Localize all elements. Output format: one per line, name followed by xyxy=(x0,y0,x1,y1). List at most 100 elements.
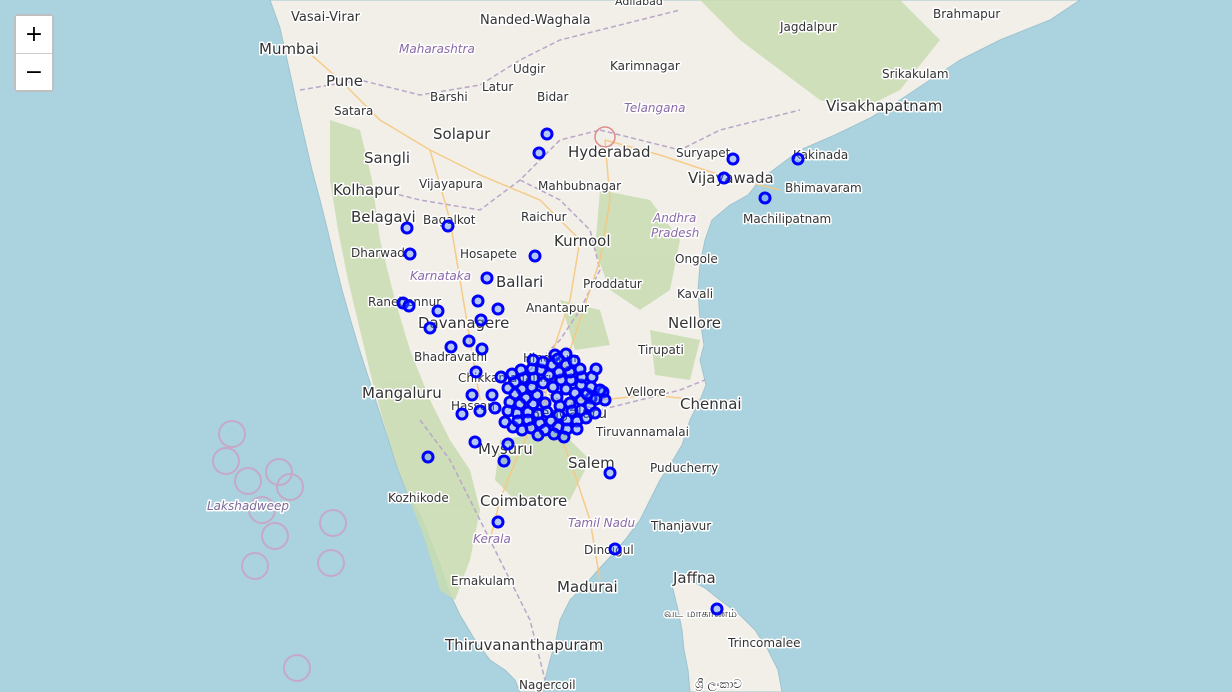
city-latur: Latur xyxy=(482,80,513,94)
city-bhimavaram: Bhimavaram xyxy=(785,181,862,195)
city-vijayawada: Vijayawada xyxy=(688,169,774,187)
map-marker[interactable] xyxy=(557,430,571,444)
map-marker[interactable] xyxy=(717,171,731,185)
map-marker[interactable] xyxy=(531,428,545,442)
map-marker[interactable] xyxy=(567,354,581,368)
map-marker[interactable] xyxy=(421,450,435,464)
map-marker[interactable] xyxy=(608,542,622,556)
map-marker[interactable] xyxy=(494,370,508,384)
map-marker[interactable] xyxy=(497,454,511,468)
city-mumbai: Mumbai xyxy=(259,40,319,58)
city-kozhikode: Kozhikode xyxy=(388,491,449,505)
map-marker[interactable] xyxy=(501,437,515,451)
zoom-control: + − xyxy=(14,14,54,92)
map-marker[interactable] xyxy=(501,381,515,395)
map-marker[interactable] xyxy=(726,152,740,166)
map-marker[interactable] xyxy=(488,401,502,415)
map-marker[interactable] xyxy=(441,219,455,233)
map-marker[interactable] xyxy=(462,334,476,348)
city-nellore: Nellore xyxy=(668,314,721,332)
city-puducherry: Puducherry xyxy=(650,461,718,475)
zoom-in-button[interactable]: + xyxy=(16,16,52,53)
map-marker[interactable] xyxy=(491,515,505,529)
map-marker[interactable] xyxy=(547,427,561,441)
map-marker[interactable] xyxy=(423,321,437,335)
city-sangli: Sangli xyxy=(364,149,410,167)
map-marker[interactable] xyxy=(585,370,599,384)
map-marker[interactable] xyxy=(480,271,494,285)
map-marker[interactable] xyxy=(402,299,416,313)
city-adilabad: Adilabad xyxy=(615,0,663,8)
city-barshi: Barshi xyxy=(430,90,468,104)
state-labels: Maharashtra Telangana Karnataka Andhra P… xyxy=(206,41,701,548)
map-marker[interactable] xyxy=(710,602,724,616)
city-trincomalee: Trincomalee xyxy=(727,636,801,650)
map-marker[interactable] xyxy=(501,404,515,418)
map-marker[interactable] xyxy=(431,304,445,318)
city-vasai-virar: Vasai-Virar xyxy=(291,10,361,25)
zoom-out-button[interactable]: − xyxy=(16,53,52,90)
city-vijayapura: Vijayapura xyxy=(419,177,483,191)
map-marker[interactable] xyxy=(791,152,805,166)
map-marker[interactable] xyxy=(588,406,602,420)
city-tiruvannamalai: Tiruvannamalai xyxy=(595,425,689,439)
map-marker[interactable] xyxy=(536,355,550,369)
map-marker[interactable] xyxy=(515,423,529,437)
map-marker[interactable] xyxy=(444,340,458,354)
city-vada-maakaanam: வட மாகாணம் xyxy=(664,607,737,620)
forest-areas xyxy=(330,0,940,600)
city-dharwad: Dharwad xyxy=(351,246,405,260)
state-label-lakshadweep: Lakshadweep xyxy=(207,499,289,513)
map-marker[interactable] xyxy=(540,127,554,141)
map-marker[interactable] xyxy=(468,435,482,449)
map-marker[interactable] xyxy=(455,407,469,421)
city-bidar: Bidar xyxy=(537,90,569,104)
city-srikakulam: Srikakulam xyxy=(882,67,949,81)
city-salem: Salem xyxy=(568,454,615,472)
map-marker[interactable] xyxy=(469,365,483,379)
map-marker[interactable] xyxy=(403,247,417,261)
city-raichur: Raichur xyxy=(521,210,567,224)
map-marker[interactable] xyxy=(593,383,607,397)
map-marker[interactable] xyxy=(551,352,565,366)
map-marker[interactable] xyxy=(400,221,414,235)
city-satara: Satara xyxy=(334,104,373,118)
map-marker[interactable] xyxy=(528,249,542,263)
map-marker[interactable] xyxy=(505,367,519,381)
city-bhadravathi: Bhadravathi xyxy=(414,350,487,364)
city-tirupati: Tirupati xyxy=(637,343,684,357)
marker-layer xyxy=(396,127,805,616)
map-marker[interactable] xyxy=(465,388,479,402)
city-coimbatore: Coimbatore xyxy=(480,492,567,510)
map-marker[interactable] xyxy=(485,388,499,402)
map-marker[interactable] xyxy=(573,362,587,376)
city-udgir: Udgir xyxy=(513,62,545,76)
city-kurnool: Kurnool xyxy=(554,232,611,250)
city-solapur: Solapur xyxy=(433,125,491,143)
city-nanded: Nanded-Waghala xyxy=(480,13,591,28)
city-chennai: Chennai xyxy=(680,395,742,413)
city-pune: Pune xyxy=(326,72,363,90)
city-machilipatnam: Machilipatnam xyxy=(743,212,831,226)
city-mahbubnagar: Mahbubnagar xyxy=(538,179,621,193)
state-label-kerala: Kerala xyxy=(473,532,511,546)
city-sri-lanka: ශ්‍රී ලංකාව xyxy=(695,677,743,692)
city-vellore: Vellore xyxy=(625,385,666,399)
map-marker[interactable] xyxy=(758,191,772,205)
map-marker[interactable] xyxy=(475,342,489,356)
map-marker[interactable] xyxy=(526,353,540,367)
map-marker[interactable] xyxy=(474,313,488,327)
city-ballari: Ballari xyxy=(496,273,543,291)
map-marker[interactable] xyxy=(473,404,487,418)
map-marker[interactable] xyxy=(532,146,546,160)
map-marker[interactable] xyxy=(603,466,617,480)
city-labels: Vasai-Virar Nanded-Waghala Adilabad Jagd… xyxy=(258,0,1002,692)
map-marker[interactable] xyxy=(471,294,485,308)
lakshadweep-islands xyxy=(212,420,347,682)
city-belagavi: Belagavi xyxy=(351,208,416,226)
map-marker[interactable] xyxy=(491,302,505,316)
landmass-sri-lanka xyxy=(671,579,783,692)
map-marker[interactable] xyxy=(570,422,584,436)
state-label-maharashtra: Maharashtra xyxy=(399,42,475,56)
